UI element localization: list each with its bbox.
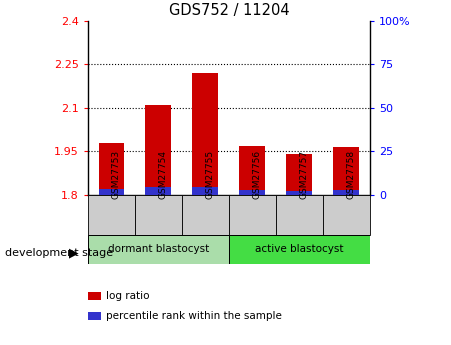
- FancyBboxPatch shape: [88, 195, 135, 235]
- FancyBboxPatch shape: [135, 195, 182, 235]
- Text: log ratio: log ratio: [106, 291, 150, 301]
- Bar: [146, 105, 171, 195]
- Text: GSM27755: GSM27755: [205, 150, 214, 199]
- Bar: [98, 142, 124, 195]
- Bar: [333, 147, 359, 195]
- Bar: [286, 190, 312, 195]
- Bar: [88, 292, 101, 300]
- Text: GSM27756: GSM27756: [253, 150, 262, 199]
- Bar: [333, 190, 359, 195]
- Bar: [146, 187, 171, 195]
- FancyBboxPatch shape: [88, 235, 229, 264]
- Text: active blastocyst: active blastocyst: [255, 244, 344, 254]
- Bar: [88, 312, 101, 320]
- FancyBboxPatch shape: [323, 195, 370, 235]
- Bar: [98, 189, 124, 195]
- FancyBboxPatch shape: [229, 195, 276, 235]
- Text: GSM27757: GSM27757: [299, 150, 308, 199]
- Bar: [193, 73, 218, 195]
- FancyBboxPatch shape: [229, 235, 370, 264]
- Text: development stage: development stage: [5, 248, 113, 257]
- Bar: [239, 190, 265, 195]
- FancyBboxPatch shape: [182, 195, 229, 235]
- Bar: [193, 187, 218, 195]
- Text: dormant blastocyst: dormant blastocyst: [108, 244, 209, 254]
- Text: percentile rank within the sample: percentile rank within the sample: [106, 312, 282, 322]
- Bar: [239, 146, 265, 195]
- Title: GDS752 / 11204: GDS752 / 11204: [169, 3, 289, 18]
- Text: GSM27753: GSM27753: [111, 150, 120, 199]
- Text: GSM27754: GSM27754: [158, 150, 167, 199]
- Bar: [286, 154, 312, 195]
- Text: ▶: ▶: [69, 246, 79, 259]
- FancyBboxPatch shape: [276, 195, 323, 235]
- Text: GSM27758: GSM27758: [346, 150, 355, 199]
